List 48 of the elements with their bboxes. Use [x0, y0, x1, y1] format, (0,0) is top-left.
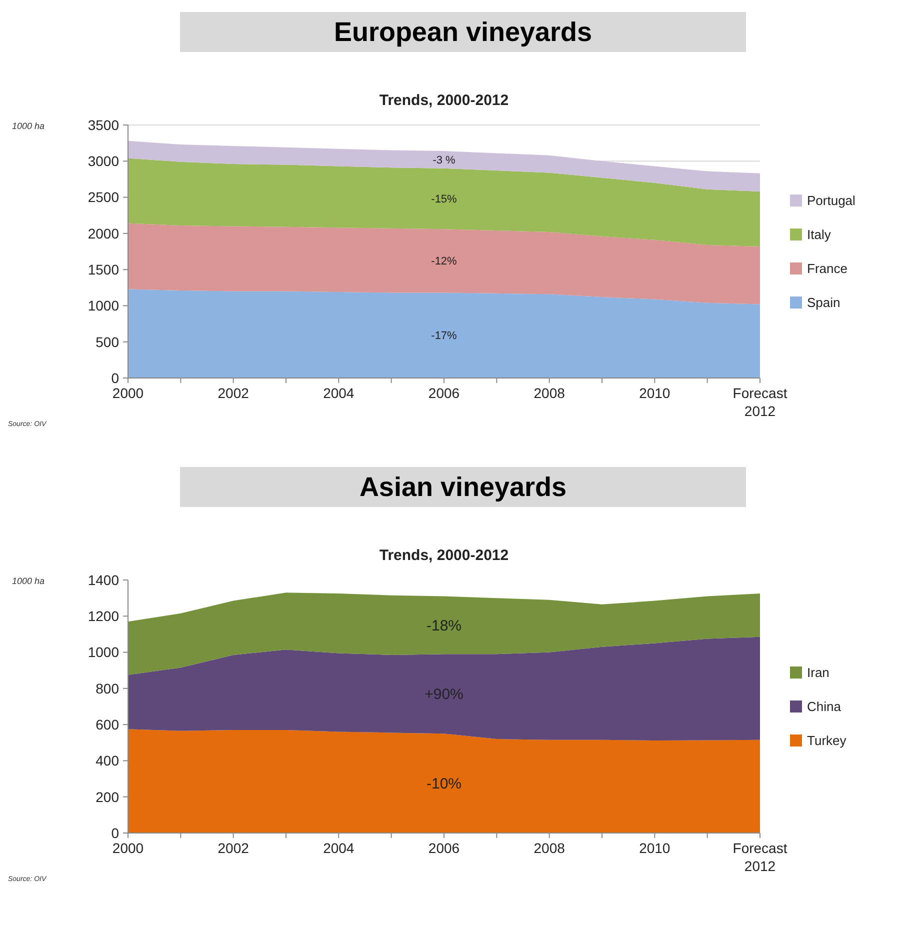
y-tick-label: 500 — [96, 334, 120, 350]
annotation: -17% — [431, 330, 458, 342]
legend-label: China — [807, 699, 842, 714]
chart-title: European vineyards — [334, 17, 592, 47]
y-tick-label: 0 — [111, 824, 120, 841]
y-tick-label: 3000 — [88, 153, 120, 170]
y-tick-label: 1200 — [88, 608, 120, 624]
x-tick-label: 2006 — [428, 840, 460, 856]
x-tick-label: 2010 — [639, 840, 670, 856]
x-tick-label: 2002 — [218, 840, 250, 856]
annotation: -12% — [431, 256, 458, 268]
x-tick-label: 2004 — [323, 385, 354, 401]
y-axis-title: 1000 ha — [12, 576, 45, 586]
legend-label: Portugal — [807, 193, 856, 208]
chart-subtitle: Trends, 2000-2012 — [379, 547, 509, 564]
annotation: -3 % — [432, 154, 456, 167]
annotation: -15% — [431, 194, 458, 206]
y-tick-label: 2000 — [88, 225, 120, 242]
y-tick-label: 400 — [96, 752, 120, 769]
x-tick-label: 2002 — [218, 385, 250, 401]
y-tick-label: 1400 — [88, 572, 120, 588]
y-tick-label: 1000 — [88, 644, 120, 660]
y-tick-label: 200 — [96, 788, 120, 805]
legend-label: France — [807, 261, 848, 276]
x-tick-label: Forecast 2012 — [732, 840, 788, 874]
y-tick-label: 600 — [96, 716, 120, 732]
annotation: -10% — [426, 776, 462, 793]
legend-label: Italy — [807, 227, 832, 242]
x-tick-label: 2010 — [639, 385, 670, 401]
legend-label: Turkey — [807, 733, 847, 748]
y-tick-label: 0 — [111, 370, 120, 386]
y-tick-label: 800 — [96, 680, 120, 696]
y-tick-label: 3500 — [88, 116, 120, 133]
chart-title: Asian vineyards — [359, 472, 567, 502]
chart-subtitle: Trends, 2000-2012 — [379, 92, 509, 109]
annotation: -18% — [426, 617, 462, 634]
x-tick-label: 2006 — [428, 385, 460, 401]
annotation: +90% — [424, 686, 464, 704]
legend-label: Spain — [807, 295, 840, 310]
x-tick-label: 2008 — [534, 385, 566, 401]
y-axis-title: 1000 ha — [12, 121, 45, 131]
y-tick-label: 1000 — [88, 298, 120, 314]
y-tick-label: 1500 — [88, 261, 120, 278]
x-tick-label: 2004 — [323, 840, 354, 856]
x-tick-label: Forecast 2012 — [732, 385, 788, 419]
legend-label: Iran — [807, 665, 830, 680]
x-tick-label: 2008 — [534, 840, 566, 856]
y-tick-label: 2500 — [88, 189, 120, 206]
